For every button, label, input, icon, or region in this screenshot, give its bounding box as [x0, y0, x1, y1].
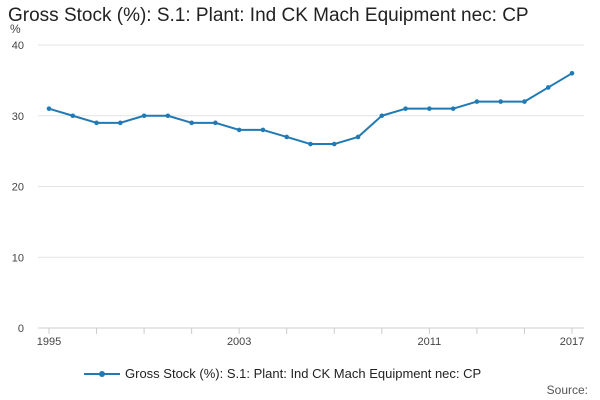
data-point: [522, 99, 527, 104]
y-tick-label: 0: [18, 323, 24, 335]
y-tick-label: 10: [12, 252, 24, 264]
series-line-layer: [48, 72, 573, 146]
data-point: [236, 127, 242, 133]
data-point: [379, 113, 385, 119]
data-point: [260, 127, 266, 133]
data-point: [189, 120, 194, 126]
x-tick-label: 2011: [418, 336, 442, 348]
y-tick-label: 20: [12, 182, 24, 194]
y-axis-unit-label: %: [10, 22, 21, 36]
axes: 0 10 20 30 40 1995 2003 2011 2017: [12, 40, 584, 348]
y-tick-label: 40: [12, 40, 24, 52]
data-point: [474, 99, 480, 104]
data-point: [46, 106, 52, 111]
series-line-0: [48, 72, 573, 146]
data-point: [331, 141, 337, 147]
x-tick-label: 2017: [560, 336, 584, 348]
legend-label: Gross Stock (%): S.1: Plant: Ind CK Mach…: [125, 366, 482, 381]
chart-title: Gross Stock (%): S.1: Plant: Ind CK Mach…: [8, 5, 529, 26]
data-point: [308, 141, 313, 147]
x-tick-label: 2003: [227, 336, 251, 348]
source-label: Source:: [546, 383, 588, 397]
data-point: [284, 134, 290, 140]
data-point: [355, 134, 361, 140]
data-point: [569, 71, 575, 76]
data-point: [427, 106, 432, 111]
data-point: [118, 120, 123, 126]
data-point: [450, 106, 456, 111]
x-tick-label: 1995: [37, 336, 61, 348]
chart-legend[interactable]: Gross Stock (%): S.1: Plant: Ind CK Mach…: [84, 366, 481, 381]
data-point: [213, 120, 218, 126]
y-tick-label: 30: [12, 111, 24, 123]
data-points: [46, 71, 575, 147]
data-point: [403, 106, 408, 111]
data-point: [498, 99, 503, 104]
grid-lines: [38, 44, 584, 258]
data-point: [94, 120, 99, 126]
data-point: [545, 85, 551, 90]
data-point: [70, 113, 76, 119]
data-point: [141, 113, 147, 119]
data-point: [165, 113, 171, 119]
legend-swatch: [84, 367, 120, 381]
